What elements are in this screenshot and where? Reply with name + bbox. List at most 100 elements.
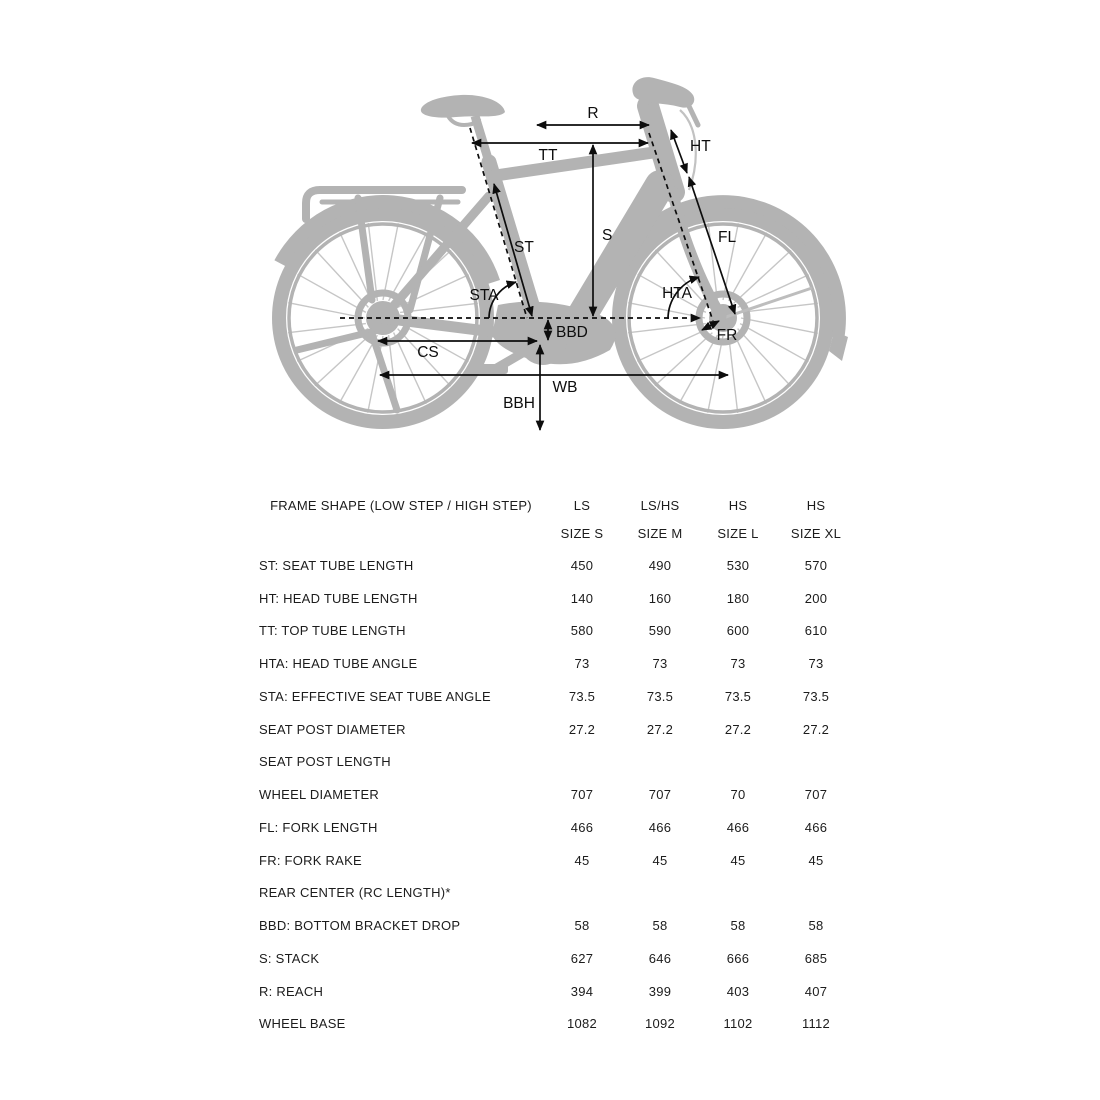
table-row: STA: EFFECTIVE SEAT TUBE ANGLE 73.5 73.5 73… [259, 680, 859, 713]
wheel-spoke [367, 223, 379, 301]
cell-value: 1092 [645, 1016, 675, 1032]
wheel-spoke [740, 317, 818, 334]
row-label: STA: EFFECTIVE SEAT TUBE ANGLE [259, 688, 491, 704]
cell-value: 610 [804, 623, 828, 639]
label-reach: R [587, 105, 598, 122]
table-row: WHEEL DIAMETER 707 707 70 707 [259, 778, 859, 811]
wheel-spoke [314, 249, 369, 308]
cell-value: 45 [652, 852, 668, 868]
table-row: HTA: HEAD TUBE ANGLE 73 73 73 73 [259, 647, 859, 680]
cell-value: 570 [804, 557, 828, 573]
table-row: WHEEL BASE 1082 1092 1102 1112 [259, 1008, 859, 1041]
wheel-spoke [737, 328, 792, 387]
wheel-spoke [737, 274, 809, 309]
cell-value: 73.5 [646, 688, 674, 704]
cell-value: 627 [570, 950, 594, 966]
cell-value: 666 [726, 950, 750, 966]
cell-value: 466 [570, 819, 594, 835]
wheel-spoke [740, 302, 818, 314]
cell-value: 73.5 [802, 688, 830, 704]
table-row: TT: TOP TUBE LENGTH 580 590 600 610 [259, 615, 859, 648]
cell-value: 45 [574, 852, 590, 868]
geometry-table: FRAME SHAPE (LOW STEP / HIGH STEP) LS LS/H… [259, 492, 859, 1040]
cell-value: 160 [648, 590, 672, 606]
wheel-spoke [739, 322, 809, 363]
cell-value: 140 [570, 590, 594, 606]
label-head-angle: HTA [662, 285, 693, 302]
label-seat-tube: ST [514, 239, 534, 256]
row-label: HTA: HEAD TUBE ANGLE [259, 656, 418, 672]
row-label: FL: FORK LENGTH [259, 819, 378, 835]
header-frame-type: LS [573, 497, 591, 513]
cell-value: 580 [570, 623, 594, 639]
label-wheelbase: WB [553, 379, 578, 396]
cell-value: 707 [804, 787, 828, 803]
kickstand-front-leg [293, 327, 379, 354]
cell-value: 27.2 [724, 721, 752, 737]
row-label: FR: FORK RAKE [259, 852, 362, 868]
wheel-spoke [288, 322, 366, 334]
cell-value: 200 [804, 590, 828, 606]
wheel-spoke [338, 334, 379, 404]
table-row: R: REACH 394 399 403 407 [259, 975, 859, 1008]
cell-value: 590 [648, 623, 672, 639]
cell-value: 707 [570, 787, 594, 803]
pedal [472, 364, 508, 374]
arc-head-tube-angle [667, 275, 700, 320]
label-stack: S [602, 227, 612, 244]
wheel-spoke [733, 249, 792, 304]
cell-value: 1112 [802, 1016, 830, 1032]
cell-value: 58 [808, 918, 824, 934]
row-label: ST: SEAT TUBE LENGTH [259, 557, 414, 573]
wheel-spoke [314, 332, 373, 387]
wheel-spoke [382, 223, 399, 301]
saddle-rails [446, 114, 482, 127]
cell-value: 399 [648, 983, 672, 999]
cell-value: 600 [726, 623, 750, 639]
dim-fork-length [687, 176, 737, 315]
cell-value: 685 [804, 950, 828, 966]
cell-value: 73.5 [724, 688, 752, 704]
row-label: REAR CENTER (RC LENGTH)* [259, 885, 451, 901]
cell-value: 73 [730, 656, 746, 672]
row-label: WHEEL BASE [259, 1016, 346, 1032]
label-chainstay: CS [417, 344, 439, 361]
drivetrain [293, 317, 567, 414]
dim-head-tube [670, 129, 688, 174]
cell-value: 646 [648, 950, 672, 966]
header-size: SIZE M [637, 526, 683, 541]
table-row: BBD: BOTTOM BRACKET DROP 58 58 58 58 [259, 909, 859, 942]
label-bb-height: BBH [503, 395, 535, 412]
table-row: ST: SEAT TUBE LENGTH 450 490 530 570 [259, 549, 859, 582]
cell-value: 407 [804, 983, 828, 999]
cell-value: 27.2 [802, 721, 830, 737]
table-row: SEAT POST DIAMETER 27.2 27.2 27.2 27.2 [259, 713, 859, 746]
table-row: S: STACK 627 646 666 685 [259, 942, 859, 975]
cell-value: 73 [574, 656, 590, 672]
table-header-row: FRAME SHAPE (LOW STEP / HIGH STEP) LS LS/H… [259, 492, 859, 518]
bike-silhouette [272, 77, 848, 429]
wheel-spoke [297, 273, 367, 314]
label-fork-rake: FR [717, 327, 738, 344]
cell-value: 73 [652, 656, 668, 672]
row-label: WHEEL DIAMETER [259, 787, 380, 803]
header-frame-type: HS [806, 497, 826, 513]
saddle-assembly [420, 94, 505, 164]
header-frame-shape: FRAME SHAPE (LOW STEP / HIGH STEP) [270, 497, 532, 513]
cell-value: 466 [726, 819, 750, 835]
bike-geometry-diagram: R TT HT ST S FL STA HTA FR BBD CS WB BBH [272, 77, 848, 431]
wheel-spoke [727, 335, 739, 413]
header-size: SIZE L [717, 526, 759, 541]
wheel-spoke [387, 232, 428, 302]
row-label: HT: HEAD TUBE LENGTH [259, 590, 418, 606]
table-header-size-row: SIZE S SIZE M SIZE L SIZE XL [259, 518, 859, 549]
table-row: REAR CENTER (RC LENGTH)* [259, 877, 859, 910]
front-fender-stay [722, 286, 813, 320]
front-mudflap [829, 331, 848, 361]
cell-value: 707 [648, 787, 672, 803]
cell-value: 45 [730, 852, 746, 868]
cell-value: 27.2 [568, 721, 596, 737]
cell-value: 27.2 [646, 721, 674, 737]
arc-seat-tube-angle [488, 280, 517, 319]
wheel-spoke [678, 334, 719, 404]
